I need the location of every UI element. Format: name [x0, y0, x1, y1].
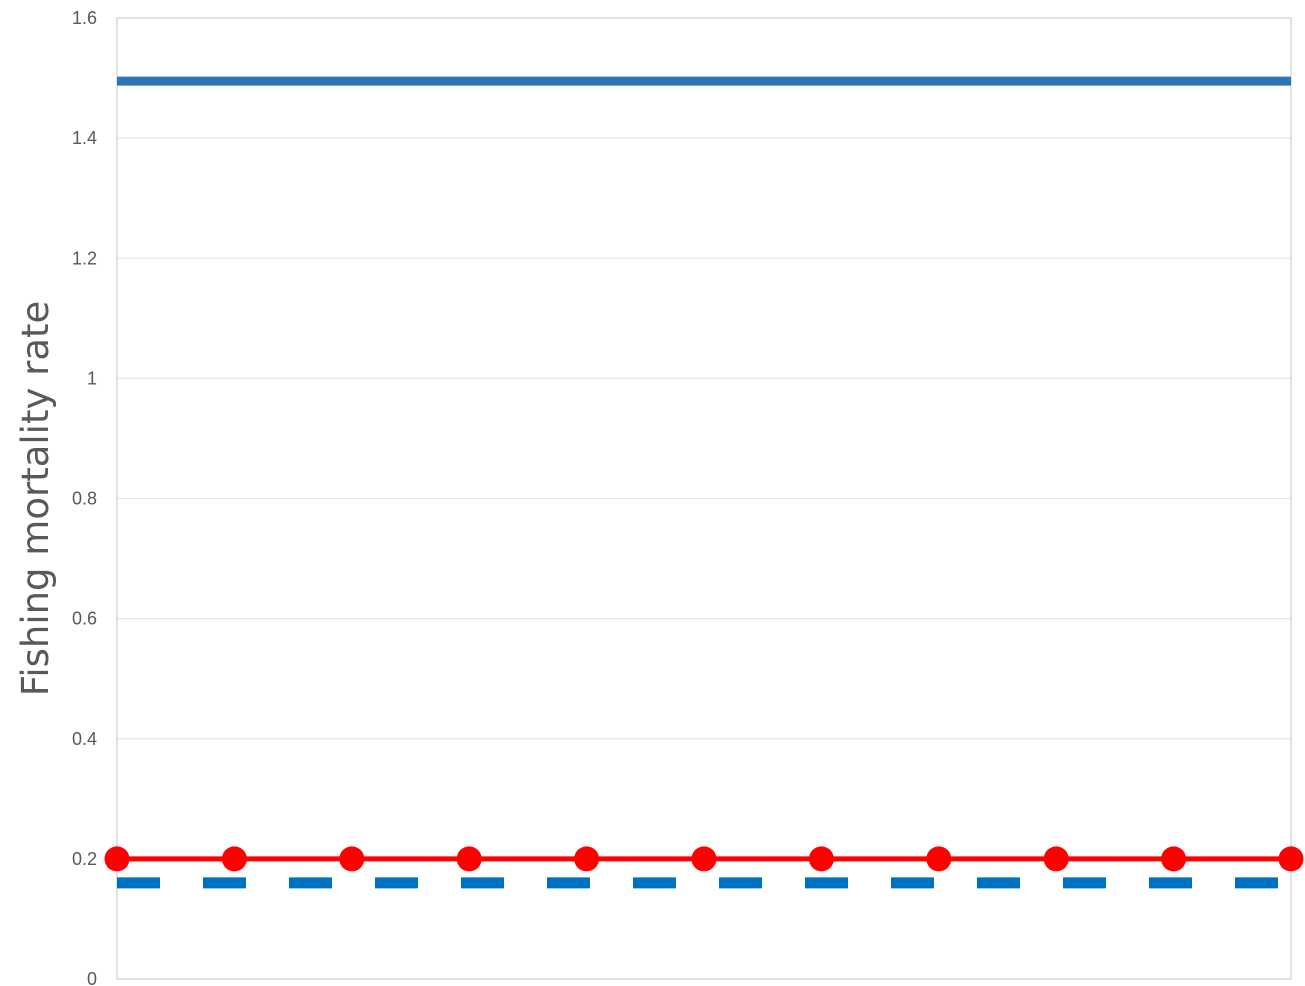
data-point-marker: [574, 846, 600, 872]
series-layer: [104, 76, 1304, 889]
data-point-marker: [926, 846, 952, 872]
data-point-marker: [456, 846, 482, 872]
data-point-marker: [1161, 846, 1187, 872]
data-point-marker: [221, 846, 247, 872]
y-tick-label: 0: [87, 969, 97, 986]
y-axis-title: Fishing mortality rate: [14, 301, 57, 697]
y-tick-label: 0.6: [72, 609, 97, 629]
data-point-marker: [808, 846, 834, 872]
series-2: [104, 846, 1304, 872]
data-point-marker: [691, 846, 717, 872]
data-point-marker: [339, 846, 365, 872]
y-tick-label: 0.8: [72, 489, 97, 509]
y-tick-label: 0.2: [72, 849, 97, 869]
y-tick-label: 1: [87, 368, 97, 388]
data-point-marker: [1278, 846, 1304, 872]
y-tick-label: 1.6: [72, 8, 97, 28]
y-tick-label: 1.2: [72, 248, 97, 268]
y-axis-ticks: 0 0.2 0.4 0.6 0.8 1 1.2 1.4 1.6: [72, 8, 97, 986]
plot-area-border: [116, 17, 1292, 980]
gridlines: [117, 137, 1291, 860]
data-point-marker: [1043, 846, 1069, 872]
y-tick-label: 0.4: [72, 729, 97, 749]
data-point-marker: [104, 846, 130, 872]
y-tick-label: 1.4: [72, 128, 97, 148]
